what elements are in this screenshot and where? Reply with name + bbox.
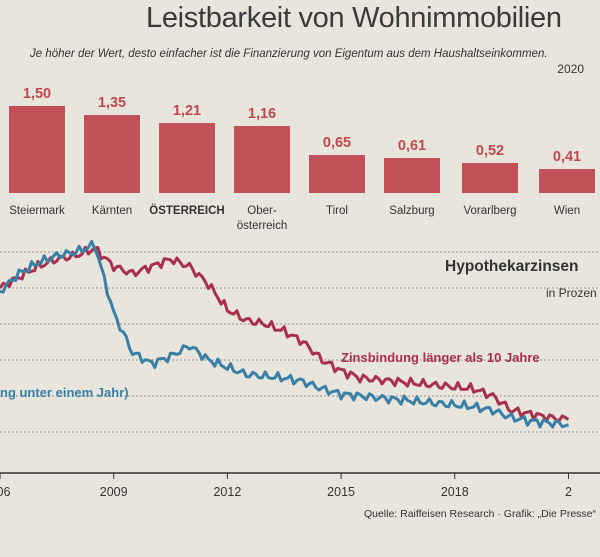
source-credit: Quelle: Raiffeisen Research · Grafik: „D… xyxy=(363,508,596,520)
bar-group: 1,35 Kärnten xyxy=(84,80,140,240)
bar xyxy=(539,169,595,193)
bar xyxy=(309,155,365,193)
bar-group: 0,52 Vorarlberg xyxy=(462,80,518,240)
year-label: 2020 xyxy=(557,62,584,76)
bar-category-label: Wien xyxy=(553,205,581,217)
bar-group: 0,41 Wien xyxy=(539,80,595,240)
bar-category-label: Steiermark xyxy=(9,205,65,217)
line-chart-title: Hypothekarzinsen xyxy=(445,258,579,275)
bar xyxy=(9,106,65,193)
x-tick-label: 2012 xyxy=(213,485,241,499)
bar-category-label: Ober-österreich xyxy=(236,205,288,232)
bar xyxy=(384,157,440,193)
bar-category-label: Tirol xyxy=(326,205,348,217)
x-tick-label: 2015 xyxy=(327,485,355,499)
bar-category-label: Kärnten xyxy=(91,205,133,217)
x-tick-label: 2 xyxy=(565,485,572,499)
bar-group: 1,16 Ober-österreich xyxy=(234,80,290,240)
bar-value-label: 0,61 xyxy=(397,137,427,154)
x-tick-label: 2018 xyxy=(441,485,469,499)
series-line xyxy=(0,240,569,429)
series-label: ng unter einem Jahr) xyxy=(0,385,129,400)
x-tick-label: 006 xyxy=(0,485,10,499)
bar xyxy=(159,122,215,193)
bar-category-label: Vorarlberg xyxy=(463,205,517,217)
affordability-bar-chart: 1,50 Steiermark 1,35 Kärnten 1,21 ÖSTERREICH 1… xyxy=(0,80,600,240)
bar-value-label: 1,50 xyxy=(22,86,52,102)
bar-group: 0,61 Salzburg xyxy=(384,80,440,240)
bar-group: 0,65 Tirol xyxy=(309,80,365,240)
series-label: Zinsbindung länger als 10 Jahre xyxy=(341,350,540,365)
mortgage-rate-line-chart: 006 2009 2012 2015 2018 2 Zinsbindung länger a… xyxy=(0,240,600,499)
bar-group: 1,21 ÖSTERREICH xyxy=(149,80,224,240)
bar-category-label: ÖSTERREICH xyxy=(149,205,225,217)
bar xyxy=(462,162,518,193)
bar-value-label: 1,21 xyxy=(172,102,202,119)
page-title: Leistbarkeit von Wohnimmobilien xyxy=(146,2,562,34)
bar-value-label: 1,16 xyxy=(247,105,277,122)
bar-value-label: 1,35 xyxy=(97,94,127,111)
bar-group: 1,50 Steiermark xyxy=(9,80,65,240)
bar-category-label: Salzburg xyxy=(389,205,435,217)
x-tick-label: 2009 xyxy=(100,485,128,499)
bar-value-label: 0,65 xyxy=(322,135,352,152)
line-chart-unit: in Prozen xyxy=(546,286,597,300)
bar-value-label: 0,41 xyxy=(552,149,582,166)
bar xyxy=(234,125,290,193)
bar-value-label: 0,52 xyxy=(475,142,505,159)
bar xyxy=(84,114,140,193)
page-subtitle: Je höher der Wert, desto einfacher ist d… xyxy=(30,48,548,60)
